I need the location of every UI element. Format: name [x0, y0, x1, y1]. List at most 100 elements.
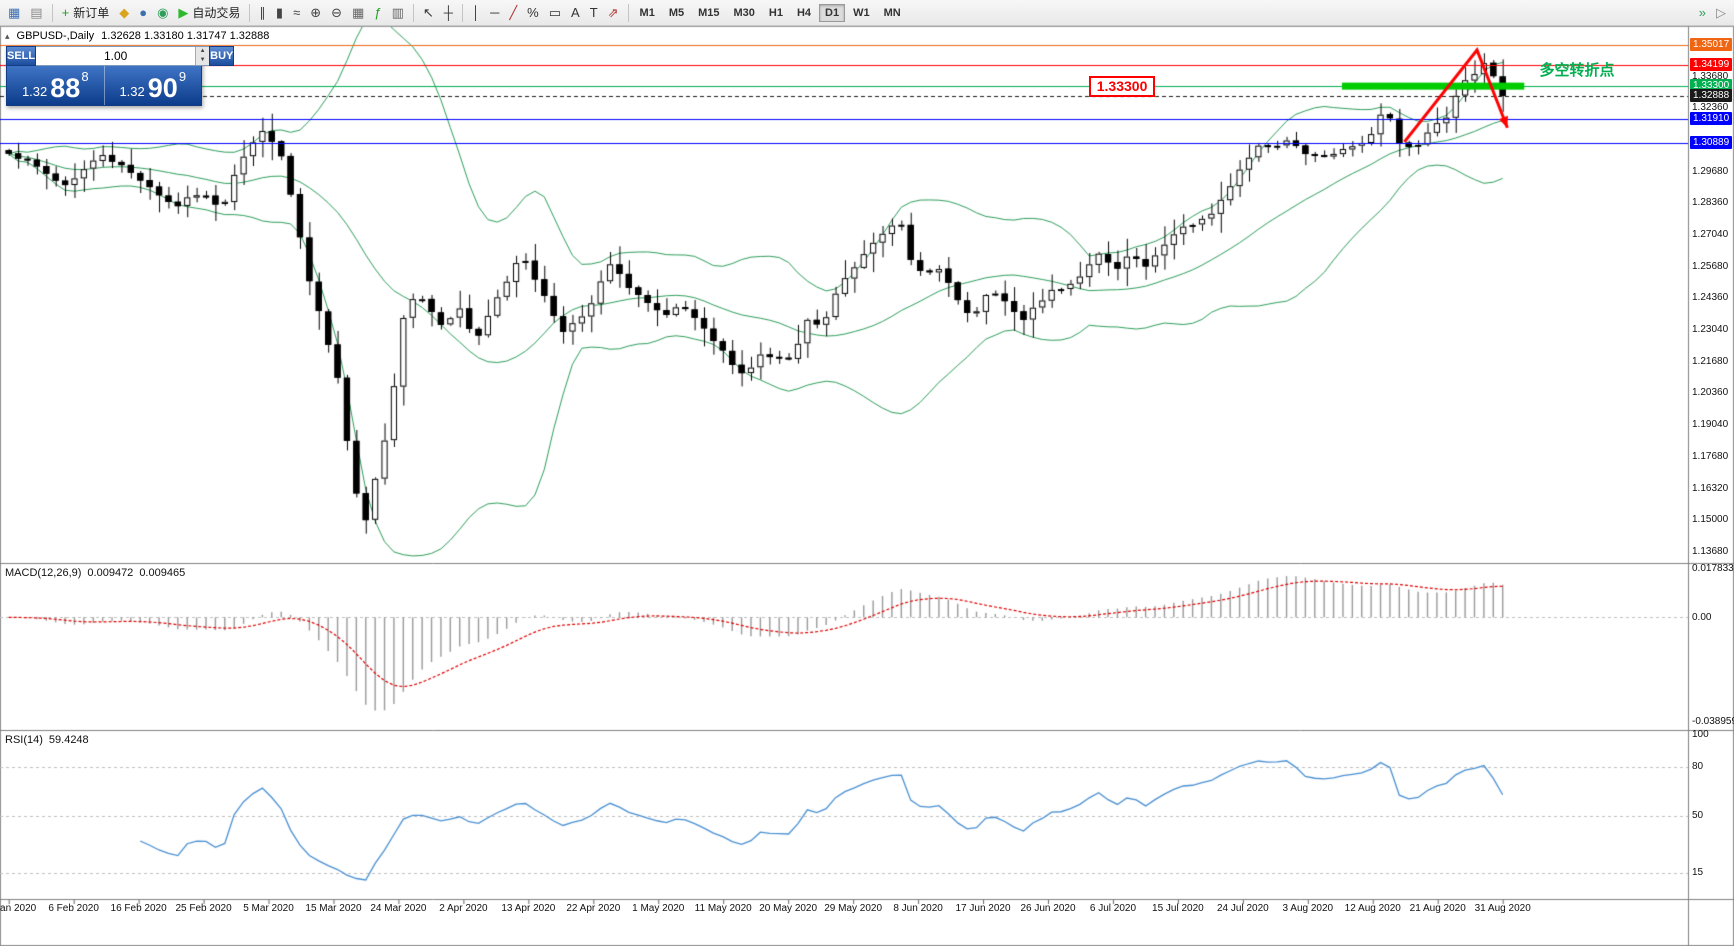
- date-axis-label: 24 Jul 2020: [1217, 903, 1269, 914]
- price-axis-tick: 1.20360: [1692, 387, 1729, 399]
- timeframe-m30-button[interactable]: M30: [733, 6, 755, 19]
- price-annotation-flag[interactable]: 1.33300: [1088, 76, 1156, 98]
- rsi-axis-label: 50: [1692, 810, 1704, 821]
- trendline-button[interactable]: ╱: [504, 2, 522, 24]
- macd-axis-label: -0.038959: [1692, 716, 1734, 727]
- lot-increase-button[interactable]: ▲: [196, 47, 210, 56]
- line-chart-type-icon: ≈: [293, 5, 301, 20]
- new-order-button[interactable]: + 新订单: [57, 2, 115, 24]
- auto-trading-button[interactable]: ▶ 自动交易: [173, 2, 245, 24]
- sell-price-panel[interactable]: 1.32 88 8: [7, 66, 104, 105]
- sell-button[interactable]: SELL: [6, 46, 37, 66]
- chart-shift-icon: ▷: [1716, 5, 1726, 20]
- bar-chart-type-button[interactable]: ∥: [254, 2, 271, 24]
- macd-value-signal: 0.009465: [139, 567, 186, 579]
- one-click-trading-panel: SELL ▲ ▼ BUY 1.32 88 8 1.32 90 9: [6, 46, 235, 106]
- date-axis-label: 12 Aug 2020: [1344, 903, 1401, 914]
- horizontal-line-button[interactable]: ─: [485, 2, 504, 24]
- profiles-button[interactable]: ▤: [25, 2, 47, 24]
- lot-size-input[interactable]: [36, 47, 196, 65]
- price-axis-tick: 1.23040: [1692, 323, 1729, 335]
- text-button[interactable]: A: [566, 2, 585, 24]
- line-chart-type-button[interactable]: ≈: [288, 2, 305, 24]
- date-axis-label: 8 Jun 2020: [893, 903, 943, 914]
- price-axis-tick: 1.21680: [1692, 355, 1729, 367]
- new-order-icon: +: [61, 5, 70, 20]
- fibonacci-button[interactable]: %: [522, 2, 544, 24]
- turning-point-annotation[interactable]: 多空转折点: [1539, 61, 1615, 79]
- buy-button[interactable]: BUY: [209, 46, 235, 66]
- macd-indicator-label: MACD(12,26,9) 0.009472 0.009465: [5, 567, 185, 579]
- new-chart-button[interactable]: ▦: [3, 2, 25, 24]
- date-axis-label: 20 May 2020: [759, 903, 818, 914]
- price-level-label: 1.35017: [1690, 38, 1733, 52]
- buy-price-panel[interactable]: 1.32 90 9: [103, 66, 202, 105]
- toolbar-separator: [627, 3, 629, 22]
- rsi-axis-label: 80: [1692, 761, 1704, 773]
- price-axis-tick: 1.15000: [1692, 514, 1729, 526]
- date-axis-label: 1 May 2020: [632, 903, 685, 914]
- price-axis-tick: 1.16320: [1692, 483, 1729, 495]
- price-axis-tick: 1.33680: [1692, 71, 1729, 83]
- macd-name: MACD(12,26,9): [5, 567, 82, 579]
- rsi-name: RSI(14): [5, 734, 43, 746]
- chart-symbol-period: GBPUSD-,Daily: [16, 30, 95, 42]
- horizontal-line-icon: ─: [490, 5, 500, 20]
- timeframe-w1-button[interactable]: W1: [853, 6, 870, 19]
- toolbar: ▦ ▤ + 新订单 ◆ ● ◉ ▶ 自动交易 ∥ ▮ ≈ ⊕ ⊖ ▦ ƒ ▥ ↖ ┼ │ ─ ╱% ▭ A T ⇗ M1 M5 M15 M…: [0, 0, 1734, 26]
- zoom-in-icon: ⊕: [310, 5, 322, 20]
- sell-price-big: 88: [50, 73, 81, 103]
- auto-trading-button-label: 自动交易: [192, 6, 241, 20]
- arrows-icon: ⇗: [607, 5, 619, 20]
- vertical-line-icon: │: [471, 5, 481, 20]
- buy-price-big: 90: [147, 73, 178, 103]
- date-axis-label: 15 Jul 2020: [1152, 903, 1204, 914]
- chart-shift-button[interactable]: ▷: [1711, 2, 1731, 24]
- zoom-out-button[interactable]: ⊖: [326, 2, 347, 24]
- auto-scroll-button[interactable]: »: [1694, 2, 1711, 24]
- community-button[interactable]: ◉: [152, 2, 173, 24]
- text-label-button[interactable]: T: [585, 2, 603, 24]
- zoom-out-icon: ⊖: [331, 5, 343, 20]
- timeframe-m5-button[interactable]: M5: [668, 6, 685, 19]
- candlestick-type-button[interactable]: ▮: [271, 2, 288, 24]
- deposit-button[interactable]: ◆: [114, 2, 134, 24]
- vertical-line-button[interactable]: │: [467, 2, 485, 24]
- text-icon: A: [571, 5, 580, 20]
- date-axis-label: 13 Apr 2020: [501, 903, 556, 914]
- zoom-in-button[interactable]: ⊕: [305, 2, 326, 24]
- price-level-label: 1.32888: [1690, 88, 1733, 102]
- accounts-button[interactable]: ●: [134, 2, 152, 24]
- crosshair-button[interactable]: ┼: [439, 2, 458, 24]
- indicators-button[interactable]: ƒ: [369, 2, 386, 24]
- price-axis-tick: 1.19040: [1692, 418, 1729, 430]
- timeframe-d1-button[interactable]: D1: [819, 3, 846, 22]
- arrows-button[interactable]: ⇗: [603, 2, 624, 24]
- chart-header: ▴ GBPUSD-,Daily 1.32628 1.33180 1.31747 …: [5, 30, 269, 42]
- date-axis-label: 3 Aug 2020: [1282, 903, 1334, 914]
- shapes-button[interactable]: ▭: [544, 2, 566, 24]
- deposit-icon: ◆: [119, 5, 130, 20]
- timeframe-m15-button[interactable]: M15: [698, 6, 720, 19]
- date-axis-label: 6 Feb 2020: [48, 903, 99, 914]
- date-axis-label: 28 Jan 2020: [0, 903, 37, 914]
- templates-button[interactable]: ▥: [387, 2, 409, 24]
- lot-decrease-button[interactable]: ▼: [196, 56, 210, 65]
- chart-ohlc: 1.32628 1.33180 1.31747 1.32888: [101, 30, 270, 42]
- timeframe-h1-button[interactable]: H1: [768, 6, 783, 19]
- toolbar-separator: [51, 3, 53, 22]
- timeframe-h4-button[interactable]: H4: [796, 6, 812, 19]
- timeframe-mn-button[interactable]: MN: [883, 6, 901, 19]
- rsi-axis-label: 15: [1692, 866, 1704, 878]
- profiles-icon: ▤: [30, 5, 43, 20]
- tile-windows-button[interactable]: ▦: [347, 2, 369, 24]
- cursor-icon: ↖: [422, 5, 434, 20]
- collapse-one-click-icon[interactable]: ▴: [5, 30, 10, 41]
- price-axis-tick: 1.17680: [1692, 450, 1729, 462]
- timeframe-m1-button[interactable]: M1: [639, 6, 655, 19]
- cursor-button[interactable]: ↖: [418, 2, 439, 24]
- toolbar-separator: [249, 3, 251, 22]
- accounts-icon: ●: [139, 5, 148, 20]
- crosshair-icon: ┼: [443, 5, 453, 20]
